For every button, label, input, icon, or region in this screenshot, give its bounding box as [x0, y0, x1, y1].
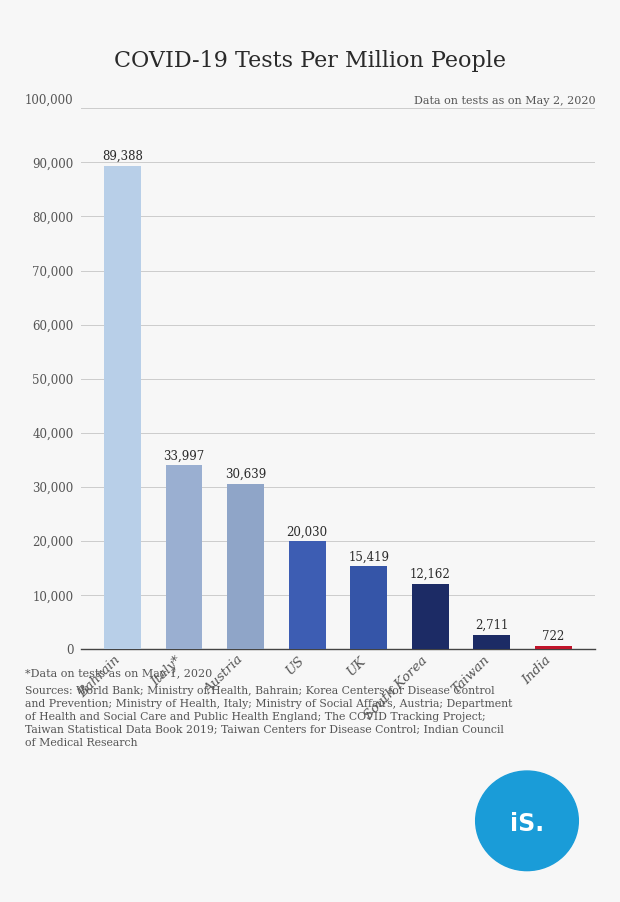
Text: 15,419: 15,419: [348, 550, 389, 563]
Bar: [104, 166, 141, 649]
Text: 722: 722: [542, 630, 564, 643]
Text: 30,639: 30,639: [225, 468, 266, 481]
Text: COVID-19 Tests Per Million People: COVID-19 Tests Per Million People: [114, 50, 506, 71]
Bar: [289, 541, 326, 649]
Text: 89,388: 89,388: [102, 150, 143, 163]
Bar: [166, 465, 203, 649]
Text: 20,030: 20,030: [286, 525, 328, 538]
Text: iS.: iS.: [510, 812, 544, 836]
Bar: [412, 584, 449, 649]
Bar: [473, 635, 510, 649]
Text: Data on tests as on May 2, 2020: Data on tests as on May 2, 2020: [414, 97, 595, 106]
Text: 2,711: 2,711: [475, 619, 508, 632]
Bar: [227, 483, 264, 649]
Bar: [350, 566, 387, 649]
Text: *Data on tests as on May 1, 2020: *Data on tests as on May 1, 2020: [25, 669, 212, 679]
Text: Sources: World Bank; Ministry of Health, Bahrain; Korea Centers for Disease Cont: Sources: World Bank; Ministry of Health,…: [25, 686, 512, 749]
Circle shape: [476, 771, 578, 870]
Bar: [535, 646, 572, 649]
Text: 33,997: 33,997: [164, 450, 205, 463]
Text: 100,000: 100,000: [25, 94, 73, 106]
Text: 12,162: 12,162: [410, 568, 451, 581]
